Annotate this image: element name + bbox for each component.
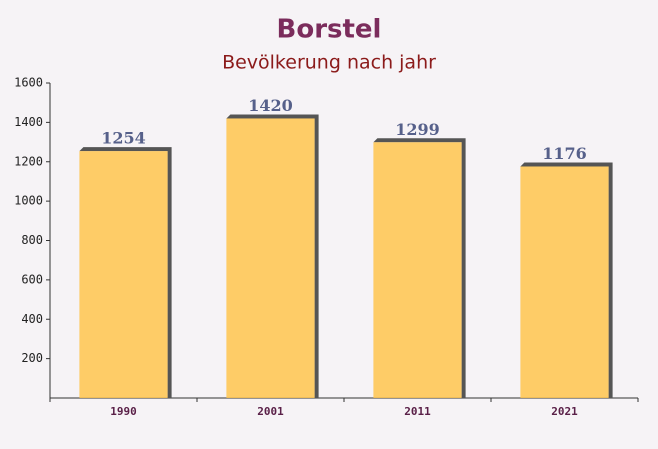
value-label: 1299 bbox=[395, 120, 440, 139]
bar bbox=[79, 151, 168, 398]
x-tick-label: 1990 bbox=[110, 405, 137, 418]
y-tick-label: 800 bbox=[21, 233, 43, 247]
x-tick-label: 2001 bbox=[257, 405, 284, 418]
x-tick-label: 2021 bbox=[551, 405, 578, 418]
y-tick-label: 1000 bbox=[14, 194, 43, 208]
bar bbox=[520, 166, 609, 398]
value-label: 1176 bbox=[542, 144, 587, 163]
bar bbox=[226, 118, 315, 398]
y-tick-label: 1600 bbox=[14, 76, 43, 90]
y-tick-label: 1400 bbox=[14, 115, 43, 129]
y-tick-label: 1200 bbox=[14, 154, 43, 168]
y-tick-label: 200 bbox=[21, 351, 43, 365]
chart-subtitle: Bevölkerung nach jahr bbox=[222, 52, 436, 74]
value-label: 1254 bbox=[101, 129, 146, 148]
value-label: 1420 bbox=[248, 96, 293, 115]
x-tick-label: 2011 bbox=[404, 405, 431, 418]
chart-title: Borstel bbox=[277, 15, 382, 45]
y-tick-label: 400 bbox=[21, 312, 43, 326]
y-tick-label: 600 bbox=[21, 272, 43, 286]
bar bbox=[373, 142, 462, 398]
